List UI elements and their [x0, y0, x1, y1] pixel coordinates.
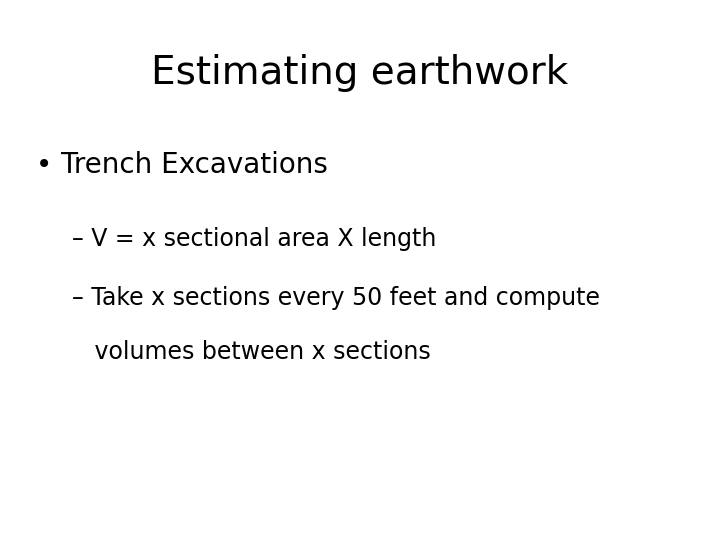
Text: – Take x sections every 50 feet and compute: – Take x sections every 50 feet and comp… — [72, 286, 600, 310]
Text: volumes between x sections: volumes between x sections — [72, 340, 431, 364]
Text: Estimating earthwork: Estimating earthwork — [151, 54, 569, 92]
Text: – V = x sectional area X length: – V = x sectional area X length — [72, 227, 436, 251]
Text: • Trench Excavations: • Trench Excavations — [36, 151, 328, 179]
